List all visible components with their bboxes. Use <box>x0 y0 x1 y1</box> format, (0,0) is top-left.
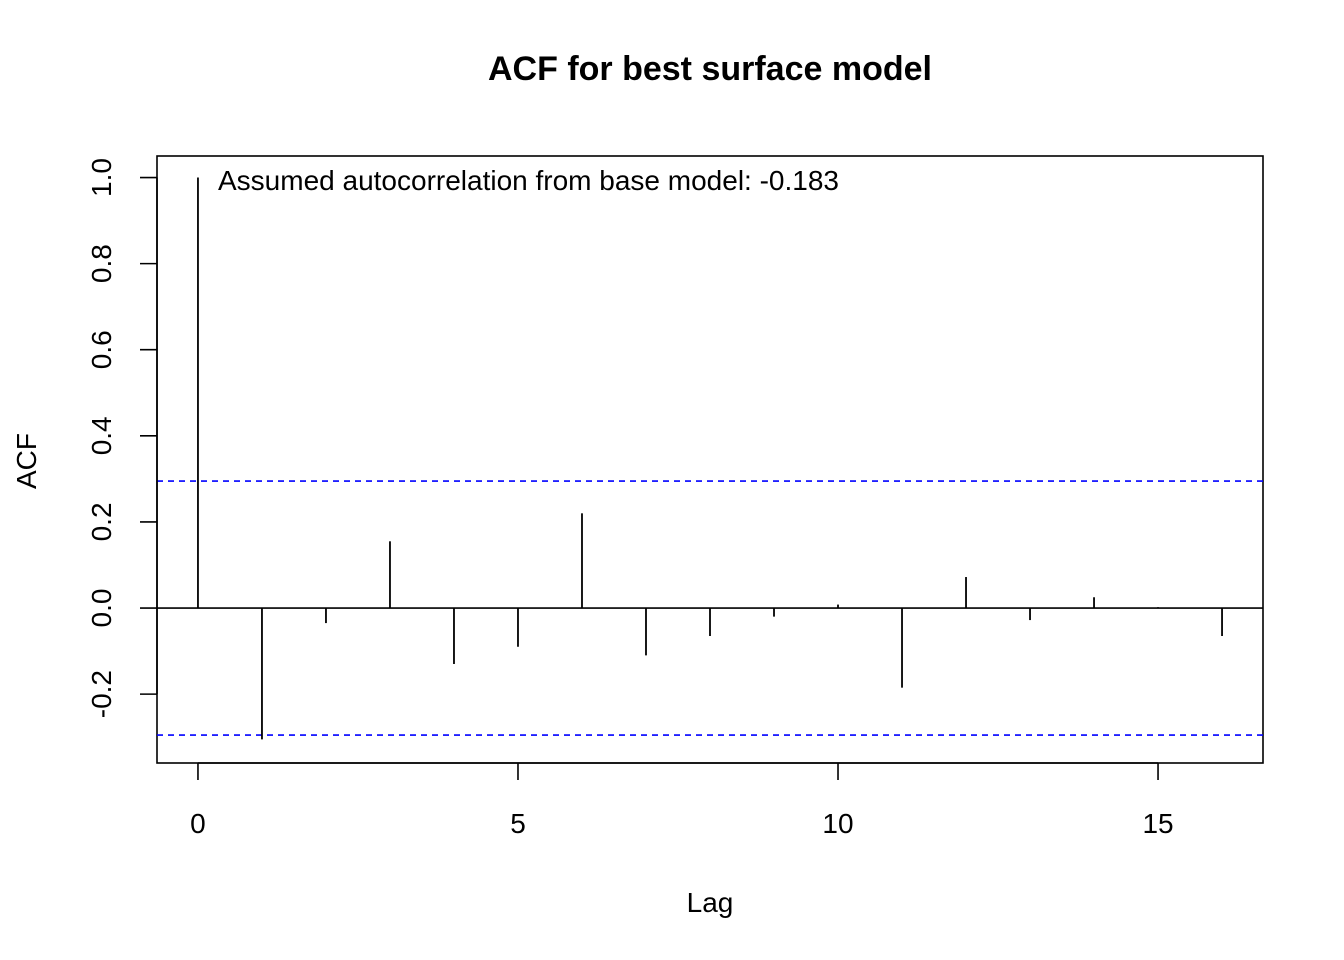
plot-frame <box>156 155 1264 764</box>
y-tick-label: 1.0 <box>86 158 117 197</box>
y-tick-label: -0.2 <box>86 670 117 718</box>
x-axis-label: Lag <box>687 887 734 918</box>
x-tick-label: 10 <box>822 808 853 839</box>
plot-area: 0 5 10 15 -0.2 0.0 0.2 0.4 0.6 0.8 1.0 <box>86 155 1264 839</box>
x-tick-label: 5 <box>510 808 526 839</box>
autocorrelation-annotation: Assumed autocorrelation from base model:… <box>218 165 839 196</box>
y-tick-label: 0.4 <box>86 416 117 455</box>
y-tick-label: 0.6 <box>86 330 117 369</box>
y-tick-label: 0.0 <box>86 589 117 628</box>
chart-title: ACF for best surface model <box>488 50 932 88</box>
x-tick-label: 0 <box>190 808 206 839</box>
x-tick-label: 15 <box>1142 808 1173 839</box>
y-tick-label: 0.2 <box>86 502 117 541</box>
y-axis-label: ACF <box>11 433 42 489</box>
y-tick-label: 0.8 <box>86 244 117 283</box>
